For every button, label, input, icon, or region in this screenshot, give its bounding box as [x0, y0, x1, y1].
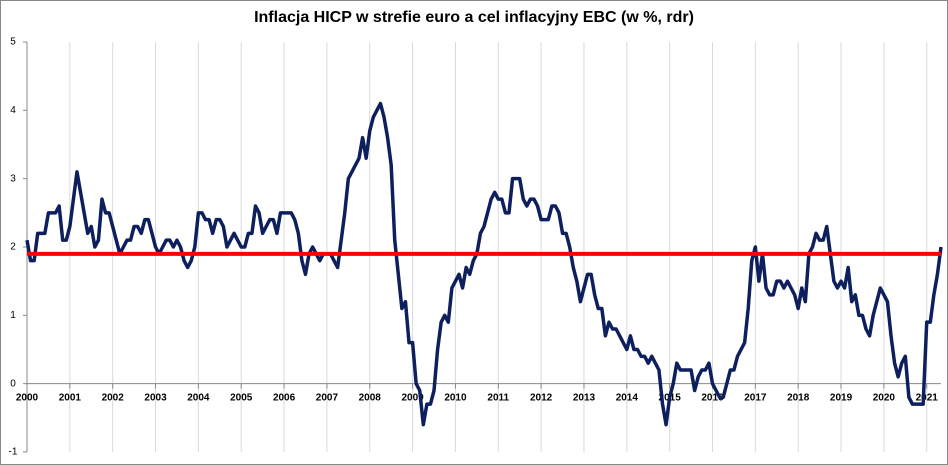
y-tick-label: 4	[10, 105, 16, 116]
x-tick-label: 2003	[144, 392, 167, 403]
x-tick-label: 2007	[316, 392, 339, 403]
x-tick-label: 2018	[787, 392, 810, 403]
x-tick-label: 2006	[273, 392, 296, 403]
y-tick-label: -1	[9, 447, 18, 458]
x-tick-label: 2011	[487, 392, 509, 403]
x-tick-label: 2012	[530, 392, 553, 403]
y-tick-label: 3	[10, 173, 16, 184]
y-tick-label: 5	[10, 37, 16, 48]
chart-title: Inflacja HICP w strefie euro a cel infla…	[254, 9, 694, 26]
x-tick-label: 2009	[401, 392, 424, 403]
x-tick-label: 2005	[230, 392, 253, 403]
x-tick-label: 2008	[359, 392, 382, 403]
x-tick-label: 2010	[444, 392, 467, 403]
x-tick-label: 2020	[873, 392, 896, 403]
x-tick-label: 2004	[187, 392, 210, 403]
x-tick-label: 2016	[701, 392, 724, 403]
x-tick-label: 2002	[102, 392, 125, 403]
x-tick-label: 2014	[616, 392, 639, 403]
series-line	[25, 101, 943, 427]
x-tick-label: 2013	[573, 392, 596, 403]
x-tick-label: 2021	[916, 392, 939, 403]
x-tick-label: 2001	[59, 392, 82, 403]
x-tick-label: 2017	[744, 392, 767, 403]
y-tick-label: 2	[10, 242, 16, 253]
x-tick-label: 2019	[830, 392, 853, 403]
y-tick-label: 0	[10, 378, 16, 389]
y-tick-label: 1	[10, 310, 16, 321]
